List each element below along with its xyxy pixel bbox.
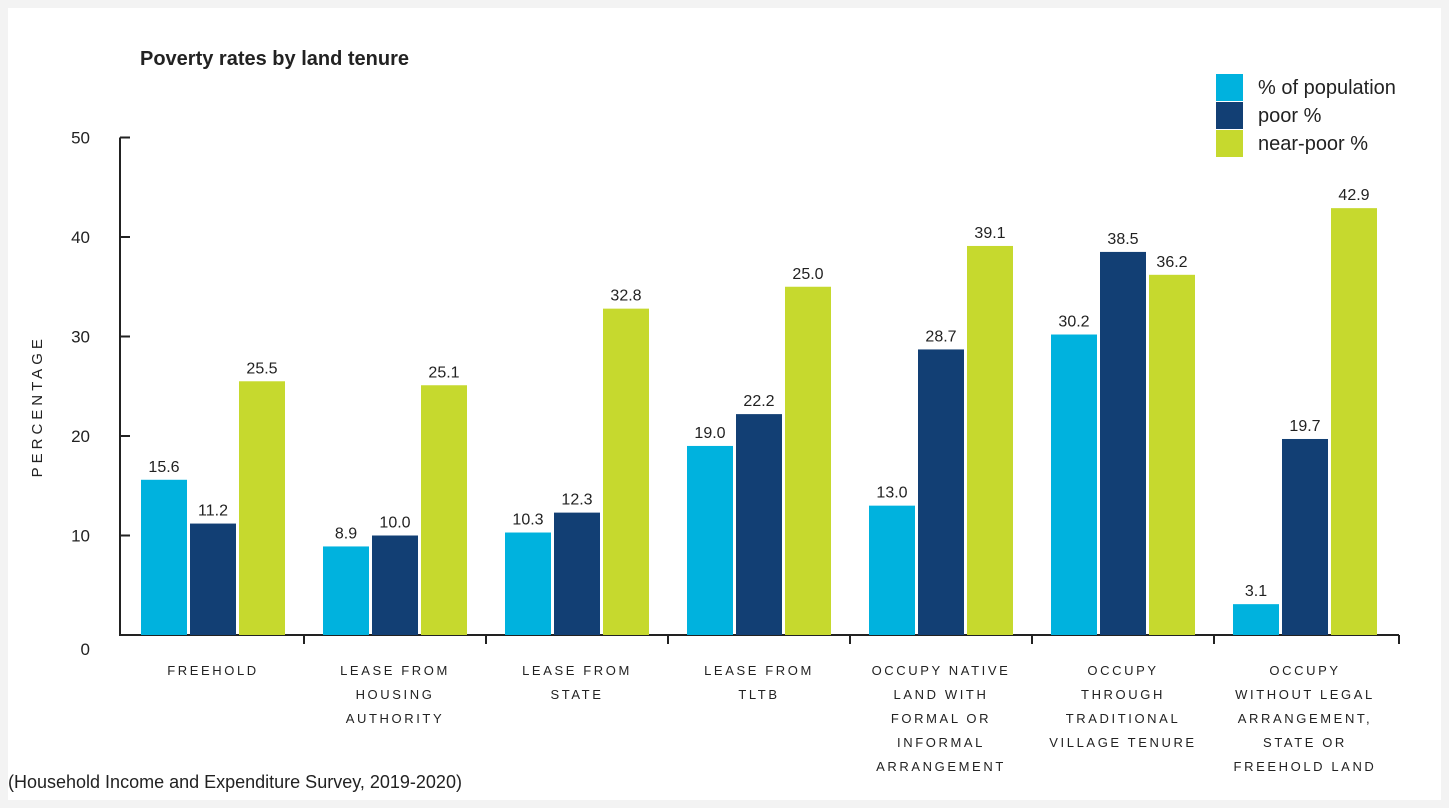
- category-label: WITHOUT LEGAL: [1235, 687, 1375, 702]
- bar-1-7: [1233, 604, 1279, 635]
- category-label: LAND WITH: [894, 687, 989, 702]
- category-label: FREEHOLD LAND: [1234, 759, 1377, 774]
- category-label: TRADITIONAL: [1066, 711, 1181, 726]
- bar-1-1: [141, 479, 187, 635]
- bar-value-label: 12.3: [561, 492, 592, 509]
- bar-value-label: 3.1: [1245, 583, 1267, 600]
- source-note: (Household Income and Expenditure Survey…: [8, 772, 462, 792]
- category-label: ARRANGEMENT: [876, 759, 1006, 774]
- bar-value-label: 15.6: [148, 459, 179, 476]
- category-label: FREEHOLD: [167, 663, 259, 678]
- bar-value-label: 28.7: [925, 328, 956, 345]
- bar-3-4: [785, 286, 831, 635]
- category-label: LEASE FROM: [340, 663, 450, 678]
- chart-card: Poverty rates by land tenure PERCENTAGE 0 1…: [8, 8, 1441, 800]
- bar-value-label: 36.2: [1156, 254, 1187, 271]
- bar-3-1: [239, 381, 285, 635]
- bar-2-1: [190, 523, 236, 635]
- bar-value-label: 25.0: [792, 266, 823, 283]
- bar-chart: Poverty rates by land tenure PERCENTAGE 0 1…: [8, 48, 1400, 792]
- bar-3-2: [421, 385, 467, 635]
- bar-value-label: 19.7: [1289, 418, 1320, 435]
- bar-value-label: 13.0: [876, 485, 907, 502]
- category-label: AUTHORITY: [346, 711, 445, 726]
- bar-value-label: 11.2: [198, 503, 228, 520]
- bar-value-label: 32.8: [610, 288, 641, 305]
- bar-1-2: [323, 546, 369, 635]
- legend-label: poor %: [1258, 105, 1322, 127]
- category-label: ARRANGEMENT,: [1238, 711, 1373, 726]
- category-label: FORMAL OR: [891, 711, 991, 726]
- category-label: VILLAGE TENURE: [1049, 735, 1196, 750]
- y-tick-label: 0: [81, 640, 90, 659]
- bar-3-7: [1331, 208, 1377, 635]
- bar-1-4: [687, 445, 733, 635]
- legend-swatch-2: [1216, 102, 1243, 129]
- category-label: INFORMAL: [897, 735, 985, 750]
- category-label: LEASE FROM: [704, 663, 814, 678]
- bar-value-label: 25.1: [428, 364, 459, 381]
- bar-value-label: 19.0: [694, 425, 725, 442]
- y-axis-title: PERCENTAGE: [29, 335, 46, 477]
- bar-value-label: 42.9: [1338, 187, 1369, 204]
- bar-2-6: [1100, 251, 1146, 636]
- bar-1-5: [869, 505, 915, 635]
- bar-3-6: [1149, 274, 1195, 635]
- category-label: OCCUPY: [1087, 663, 1158, 678]
- category-label: OCCUPY NATIVE: [872, 663, 1011, 678]
- bar-2-5: [918, 349, 964, 635]
- bar-value-label: 8.9: [335, 525, 357, 542]
- category-label: HOUSING: [356, 687, 435, 702]
- bar-1-3: [505, 532, 551, 635]
- legend-swatch-3: [1216, 130, 1243, 157]
- bar-3-3: [603, 308, 649, 635]
- bar-value-label: 38.5: [1107, 231, 1138, 248]
- legend-label: % of population: [1258, 77, 1396, 99]
- bar-1-6: [1051, 334, 1097, 635]
- bar-2-3: [554, 512, 600, 635]
- legend-swatch-1: [1216, 74, 1243, 101]
- category-label: OCCUPY: [1269, 663, 1340, 678]
- category-label: STATE OR: [1263, 735, 1347, 750]
- chart-title: Poverty rates by land tenure: [140, 48, 409, 70]
- category-label: TLTB: [738, 687, 779, 702]
- category-label: LEASE FROM: [522, 663, 632, 678]
- bar-value-label: 39.1: [974, 225, 1005, 242]
- category-label: STATE: [551, 687, 604, 702]
- bar-value-label: 10.0: [379, 515, 410, 532]
- y-tick-label: 10: [71, 527, 90, 546]
- bar-value-label: 30.2: [1058, 314, 1089, 331]
- bar-2-2: [372, 535, 418, 635]
- y-tick-label: 50: [71, 129, 90, 148]
- bar-value-label: 10.3: [512, 512, 543, 529]
- legend-label: near-poor %: [1258, 133, 1368, 155]
- category-label: THROUGH: [1081, 687, 1165, 702]
- bar-3-5: [967, 245, 1013, 635]
- bar-value-label: 25.5: [246, 360, 277, 377]
- bar-value-label: 22.2: [743, 393, 774, 410]
- y-tick-label: 20: [71, 427, 90, 446]
- bar-2-7: [1282, 438, 1328, 635]
- bar-2-4: [736, 414, 782, 635]
- y-tick-label: 40: [71, 228, 90, 247]
- y-tick-label: 30: [71, 328, 90, 347]
